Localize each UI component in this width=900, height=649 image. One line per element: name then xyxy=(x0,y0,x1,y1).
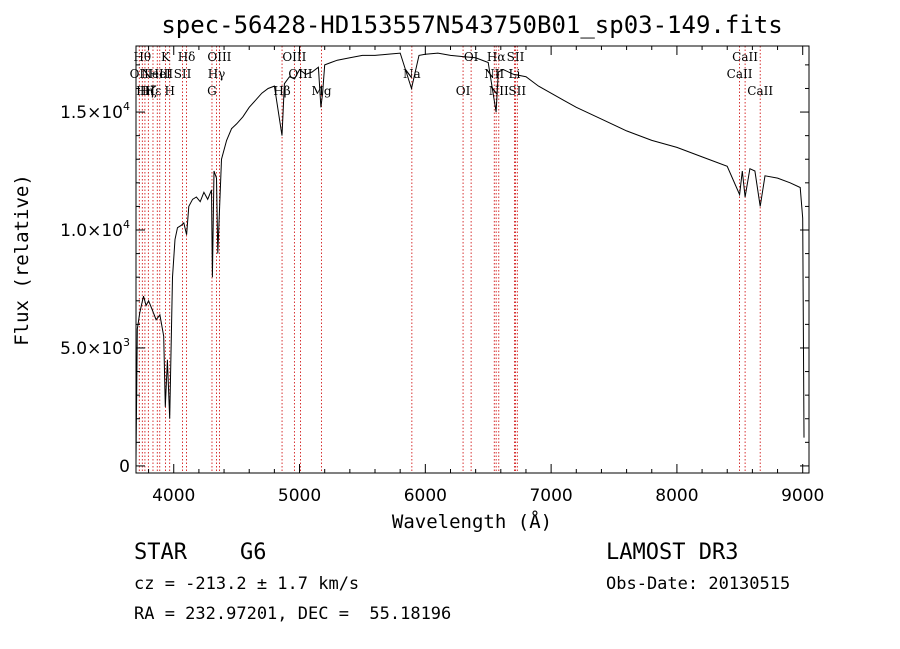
line-marker-label: Hγ xyxy=(208,67,226,81)
y-tick-label-exponent: 4 xyxy=(123,100,130,113)
spectrum-line xyxy=(135,52,805,462)
line-marker-label: HeI xyxy=(149,67,172,81)
obs-date: Obs-Date: 20130515 xyxy=(606,574,791,594)
plot-frame xyxy=(135,45,810,474)
line-marker-label: Hη xyxy=(136,84,154,98)
y-tick-label-exponent: 4 xyxy=(123,218,130,231)
line-marker-label: SII xyxy=(507,50,525,64)
line-marker-label: SII xyxy=(174,67,192,81)
line-marker-label: OIII xyxy=(288,67,312,81)
line-markers xyxy=(138,46,761,473)
line-marker-label: NeIII xyxy=(141,67,173,81)
line-marker-label: NII xyxy=(489,84,509,98)
line-marker-label: G xyxy=(207,84,217,98)
line-marker-label: OI xyxy=(456,84,471,98)
y-tick-label: 5.0×103 xyxy=(60,336,130,359)
y-tick-label: 1.0×104 xyxy=(60,218,130,241)
y-tick-label-base: 1.0×10 xyxy=(60,221,123,241)
redshift-cz: cz = -213.2 ± 1.7 km/s xyxy=(134,574,360,594)
x-tick-label: 5000 xyxy=(278,486,321,506)
line-marker-label: Na xyxy=(403,67,421,81)
y-tick-label-base: 1.5×10 xyxy=(60,103,123,123)
line-marker-label: K xyxy=(161,50,171,64)
line-marker-label: CaII xyxy=(747,84,773,98)
y-tick-label: 1.5×104 xyxy=(60,100,130,123)
y-tick-label-base: 0 xyxy=(119,457,130,477)
line-marker-label: OII xyxy=(130,67,150,81)
x-tick-label: 4000 xyxy=(152,486,195,506)
x-tick-label: 9000 xyxy=(781,486,824,506)
subclass: G6 xyxy=(240,540,267,565)
object-type: STAR xyxy=(134,540,187,565)
line-marker-label: Mg xyxy=(312,84,332,98)
line-marker-label: CaII xyxy=(732,50,758,64)
line-marker-label: NII xyxy=(484,67,504,81)
x-tick-label: 8000 xyxy=(655,486,698,506)
x-axis-ticks: 4000 5000 6000 7000 8000 9000 xyxy=(148,46,824,506)
chart-title: spec-56428-HD153557N543750B01_sp03-149.f… xyxy=(161,11,782,39)
line-marker-label: H xyxy=(164,84,174,98)
line-marker-label: Hζ xyxy=(140,84,157,98)
y-axis-label: Flux (relative) xyxy=(11,174,33,346)
line-marker-label: CaII xyxy=(727,67,753,81)
line-marker-label: Hα xyxy=(487,50,506,64)
y-tick-label-base: 5.0×10 xyxy=(60,339,123,359)
line-marker-label: OIII xyxy=(207,50,231,64)
line-marker-label: Hθ xyxy=(133,50,151,64)
line-marker-label: Hδ xyxy=(178,50,196,64)
survey-name: LAMOST DR3 xyxy=(606,540,739,565)
line-marker-labels: OIIHθHηHζHεNeIIIHeIKHSIIHδGHγOIIIHβOIIIO… xyxy=(130,50,774,98)
x-tick-label: 6000 xyxy=(404,486,447,506)
line-marker-label: SII xyxy=(508,84,526,98)
x-tick-label: 7000 xyxy=(529,486,572,506)
y-tick-label-exponent: 3 xyxy=(123,336,130,349)
line-marker-label: Hε xyxy=(145,84,162,98)
x-axis-label: Wavelength (Å) xyxy=(392,510,552,533)
line-marker-label: Hβ xyxy=(273,84,290,98)
line-marker-label: OIII xyxy=(282,50,306,64)
y-tick-label: 0 xyxy=(119,457,130,477)
coordinates: RA = 232.97201, DEC = 55.18196 xyxy=(134,604,452,624)
